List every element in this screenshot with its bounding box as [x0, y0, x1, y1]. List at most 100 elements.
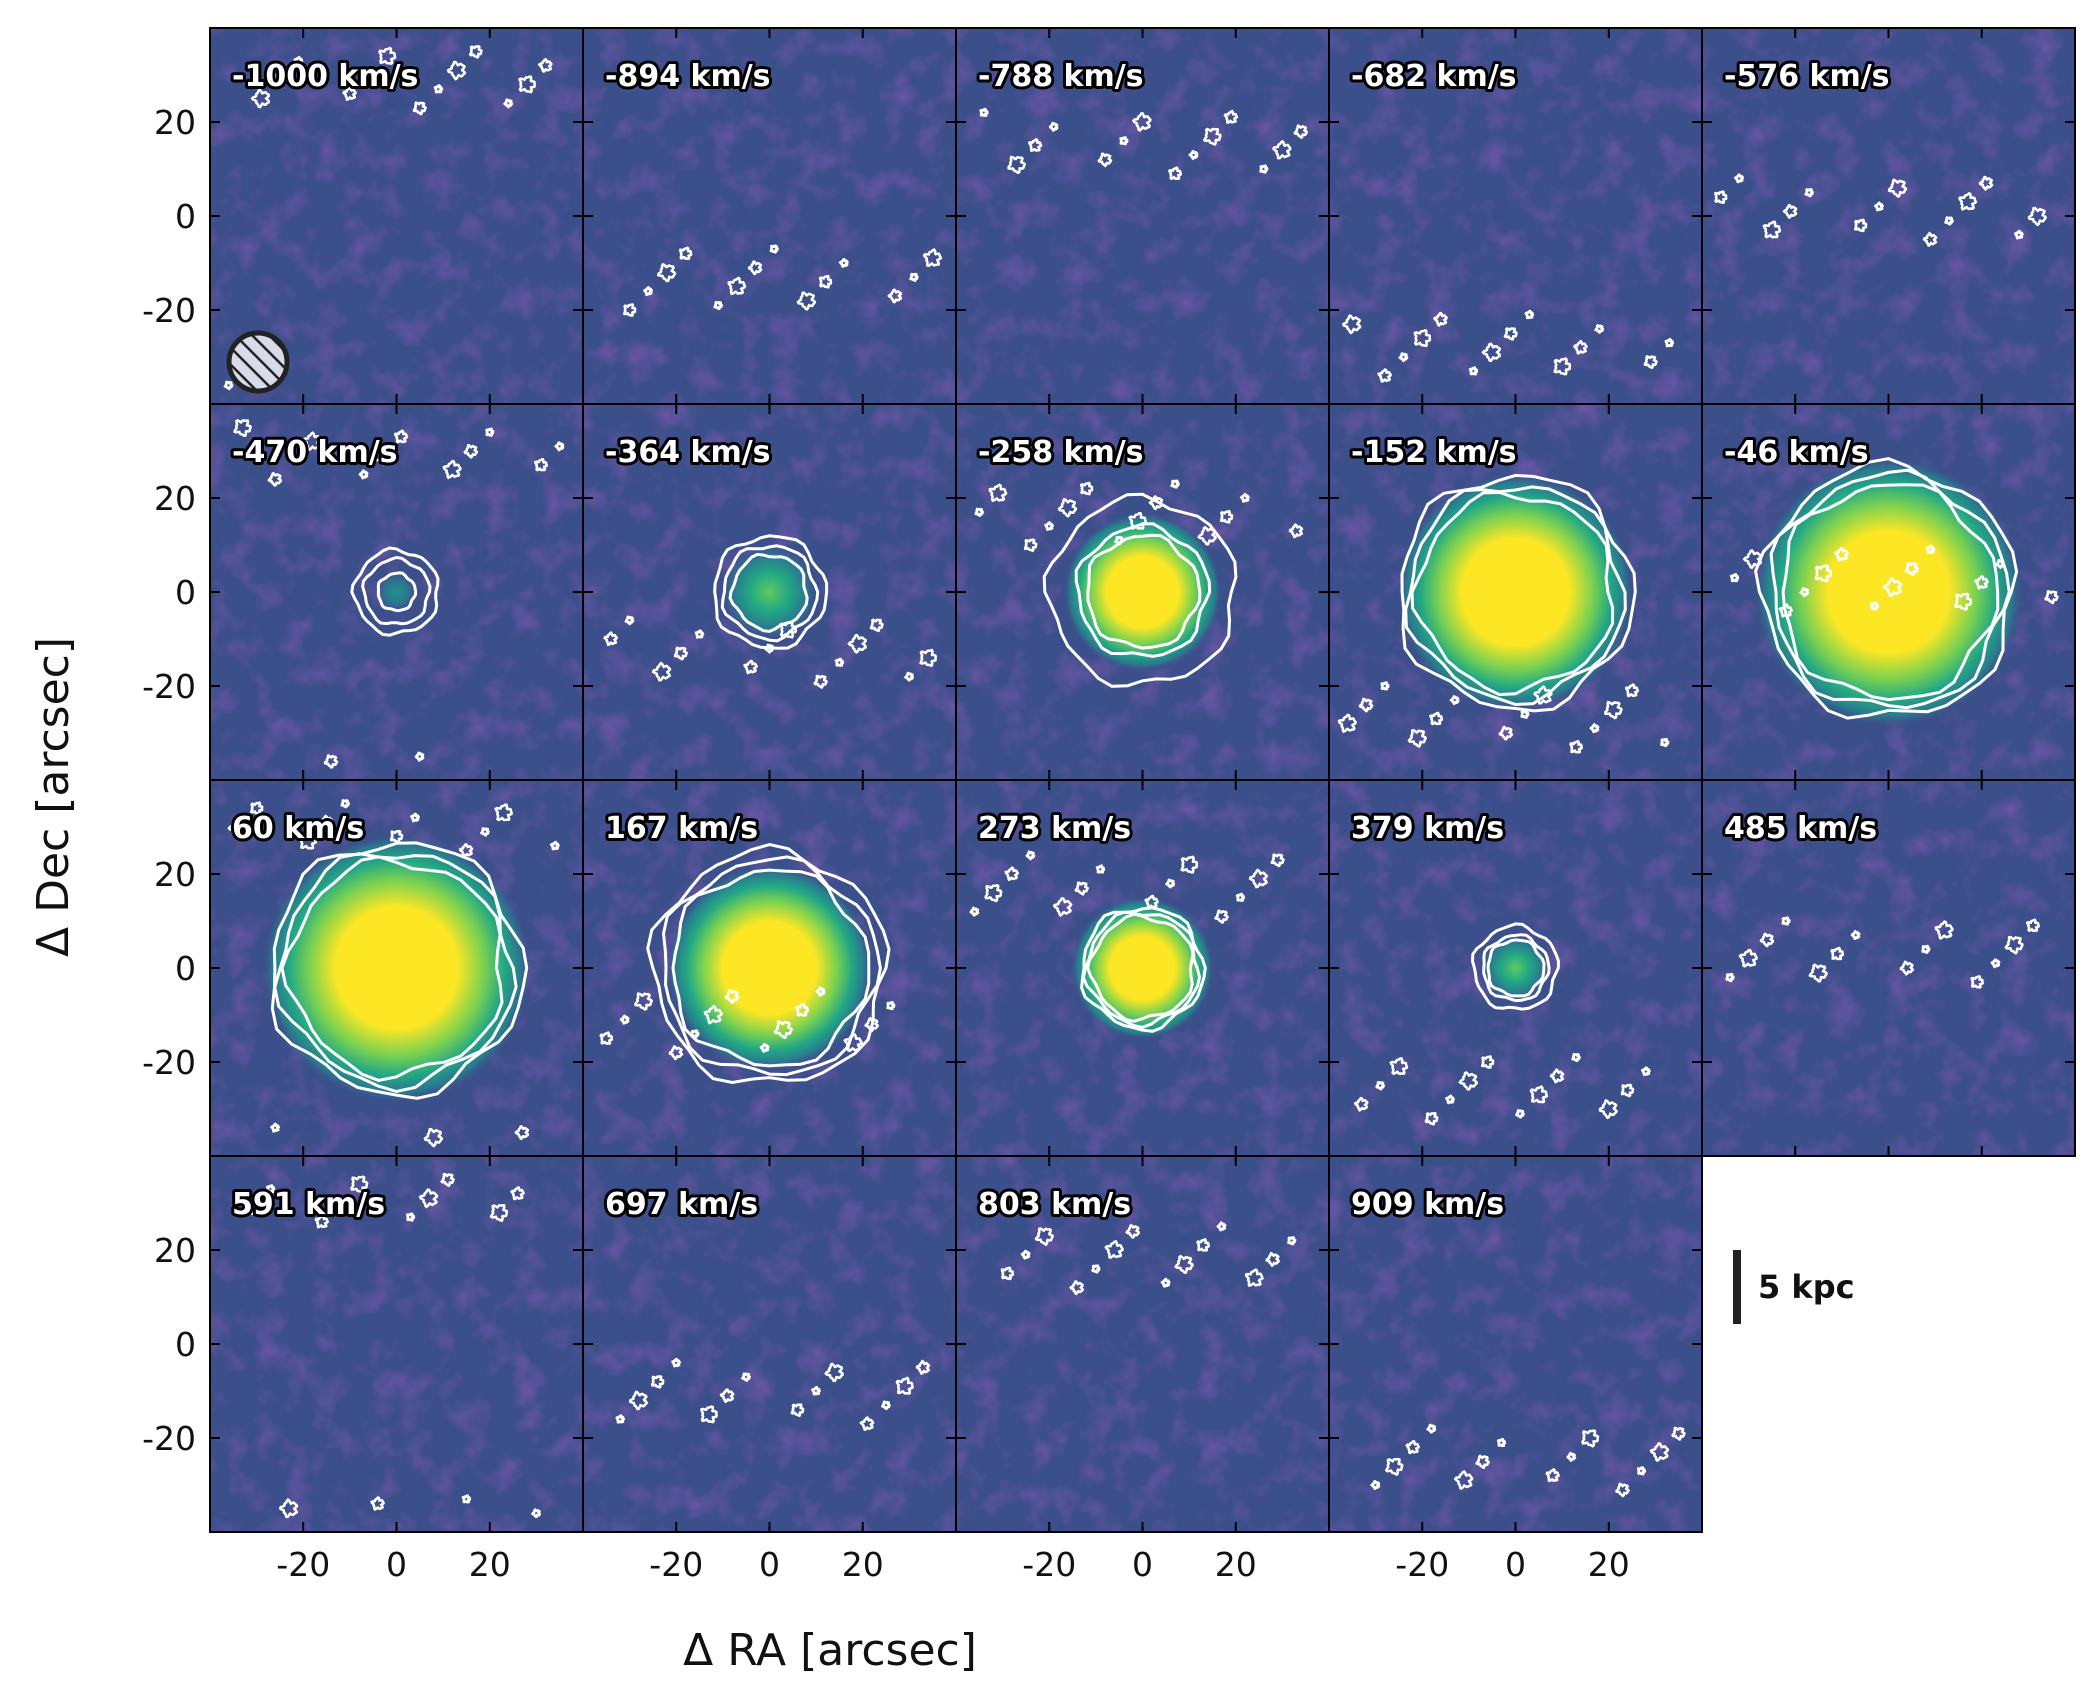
noise-contour — [887, 288, 902, 304]
noise-contour — [2027, 206, 2048, 227]
noise-contour — [1057, 498, 1078, 518]
noise-contour — [1808, 963, 1829, 983]
emission-blob — [261, 833, 532, 1103]
noise-contour — [461, 1494, 472, 1504]
panel-velocity-label: 909 km/s — [1351, 1187, 1504, 1222]
noise-contour — [642, 285, 654, 296]
noise-contour — [1337, 713, 1358, 734]
noise-contour — [1759, 932, 1775, 948]
noise-contour — [834, 657, 845, 667]
noise-contour — [1426, 1423, 1437, 1434]
noise-contour — [244, 1200, 260, 1216]
noise-contour — [1288, 522, 1304, 539]
noise-contour — [1095, 864, 1106, 874]
noise-contour — [1643, 355, 1658, 370]
contour-line — [270, 841, 529, 1100]
noise-contour — [1814, 564, 1833, 583]
x-tick-label: -20 — [1395, 1545, 1449, 1584]
noise-contour — [847, 633, 867, 654]
noise-contour — [1377, 368, 1393, 384]
contour-line — [1404, 485, 1627, 707]
noise-contour — [1970, 975, 1985, 989]
panel-noise — [583, 28, 956, 404]
panel-velocity-label: 485 km/s — [1724, 811, 1877, 846]
noise-contour — [838, 257, 849, 269]
noise-contour — [418, 1188, 439, 1209]
noise-contour — [1954, 592, 1973, 612]
noise-contour — [414, 751, 425, 763]
noise-contour — [979, 107, 989, 118]
noise-contour — [1649, 1442, 1670, 1463]
noise-contour — [463, 443, 479, 459]
y-tick-label: 20 — [154, 103, 196, 142]
channel-panel: -1000 km/s — [209, 27, 584, 405]
contour-line — [1086, 533, 1202, 650]
panel-velocity-label: -152 km/s — [1351, 435, 1517, 470]
panel-velocity-label: -788 km/s — [978, 59, 1144, 94]
noise-contour — [1444, 1094, 1455, 1105]
noise-contour — [502, 98, 514, 109]
noise-contour — [1549, 1068, 1565, 1084]
noise-contour — [1174, 1254, 1194, 1274]
scale-bar-label: 5 kpc — [1758, 1268, 1855, 1306]
contour-line — [1080, 906, 1207, 1033]
noise-contour — [485, 427, 495, 437]
noise-contour — [1571, 1052, 1582, 1063]
y-tick-label: -20 — [142, 667, 196, 706]
noise-contour — [458, 843, 474, 859]
noise-contour — [1598, 1098, 1619, 1120]
noise-contour — [678, 246, 693, 261]
noise-contour — [389, 829, 404, 844]
noise-contour — [1620, 1083, 1635, 1098]
noise-contour — [494, 803, 514, 822]
noise-contour — [1131, 111, 1152, 132]
panel-noise — [210, 1156, 583, 1532]
panel-velocity-label: -258 km/s — [978, 435, 1144, 470]
noise-contour — [1904, 561, 1920, 577]
noise-contour — [1978, 175, 1994, 192]
noise-contour — [1048, 121, 1059, 133]
beam-marker — [226, 330, 290, 394]
noise-contour — [318, 814, 334, 830]
noise-contour — [1804, 188, 1814, 198]
emission-blob — [666, 864, 873, 1072]
emission-blob — [1396, 473, 1635, 711]
channel-panel: -46 km/s — [1701, 403, 2076, 781]
noise-contour — [1432, 311, 1448, 327]
noise-contour — [1569, 739, 1584, 754]
noise-contour — [1778, 603, 1793, 618]
noise-contour — [624, 615, 635, 626]
channel-panel: 379 km/s — [1328, 779, 1703, 1157]
noise-contour — [1742, 549, 1762, 570]
noise-contour — [690, 1029, 700, 1039]
noise-contour — [1545, 1467, 1561, 1483]
noise-contour — [227, 817, 248, 838]
noise-contour — [1398, 352, 1409, 363]
noise-contour — [1481, 342, 1501, 363]
x-tick-label: 20 — [842, 1545, 884, 1584]
noise-contour — [603, 631, 619, 647]
noise-contour — [1259, 164, 1269, 174]
noise-contour — [969, 906, 980, 917]
noise-contour — [1097, 152, 1113, 168]
noise-contour — [988, 483, 1008, 503]
noise-contour — [1213, 909, 1229, 924]
noise-contour — [1887, 178, 1908, 198]
noise-contour — [864, 1016, 879, 1032]
x-tick-label: 0 — [759, 1545, 780, 1584]
x-tick-label: 20 — [1588, 1545, 1630, 1584]
noise-contour — [1265, 1251, 1281, 1268]
noise-contour — [1834, 546, 1850, 562]
noise-contour — [1353, 1096, 1369, 1112]
noise-contour — [1899, 960, 1915, 976]
noise-contour — [1468, 366, 1479, 376]
noise-contour — [554, 441, 565, 452]
noise-contour — [599, 1031, 614, 1046]
noise-contour — [1713, 190, 1728, 205]
noise-contour — [1733, 173, 1744, 184]
noise-contour — [919, 648, 938, 667]
noise-contour — [410, 812, 421, 823]
channel-panel: 591 km/s — [209, 1155, 584, 1533]
noise-contour — [1503, 327, 1518, 341]
noise-contour — [824, 1362, 844, 1383]
